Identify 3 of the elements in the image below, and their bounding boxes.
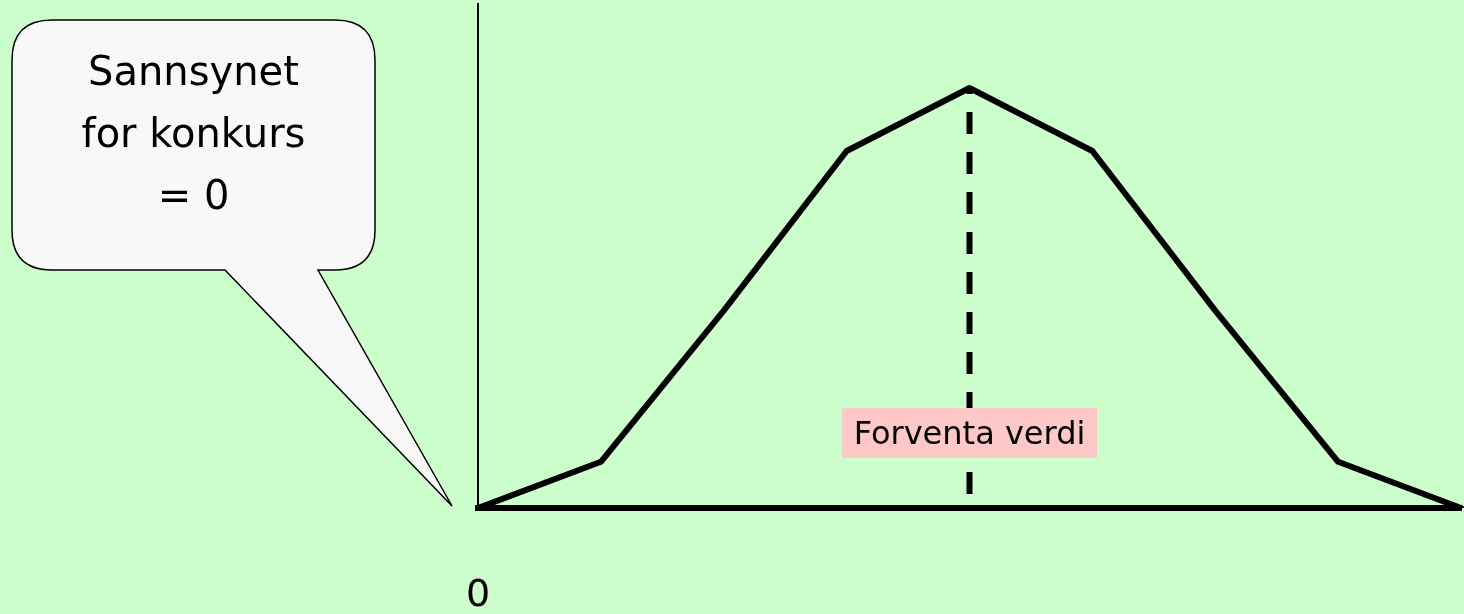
text: Forventa verdi: [853, 414, 1086, 452]
text: Sannsynet for konkurs = 0: [80, 47, 307, 220]
text: 0: [465, 570, 491, 614]
